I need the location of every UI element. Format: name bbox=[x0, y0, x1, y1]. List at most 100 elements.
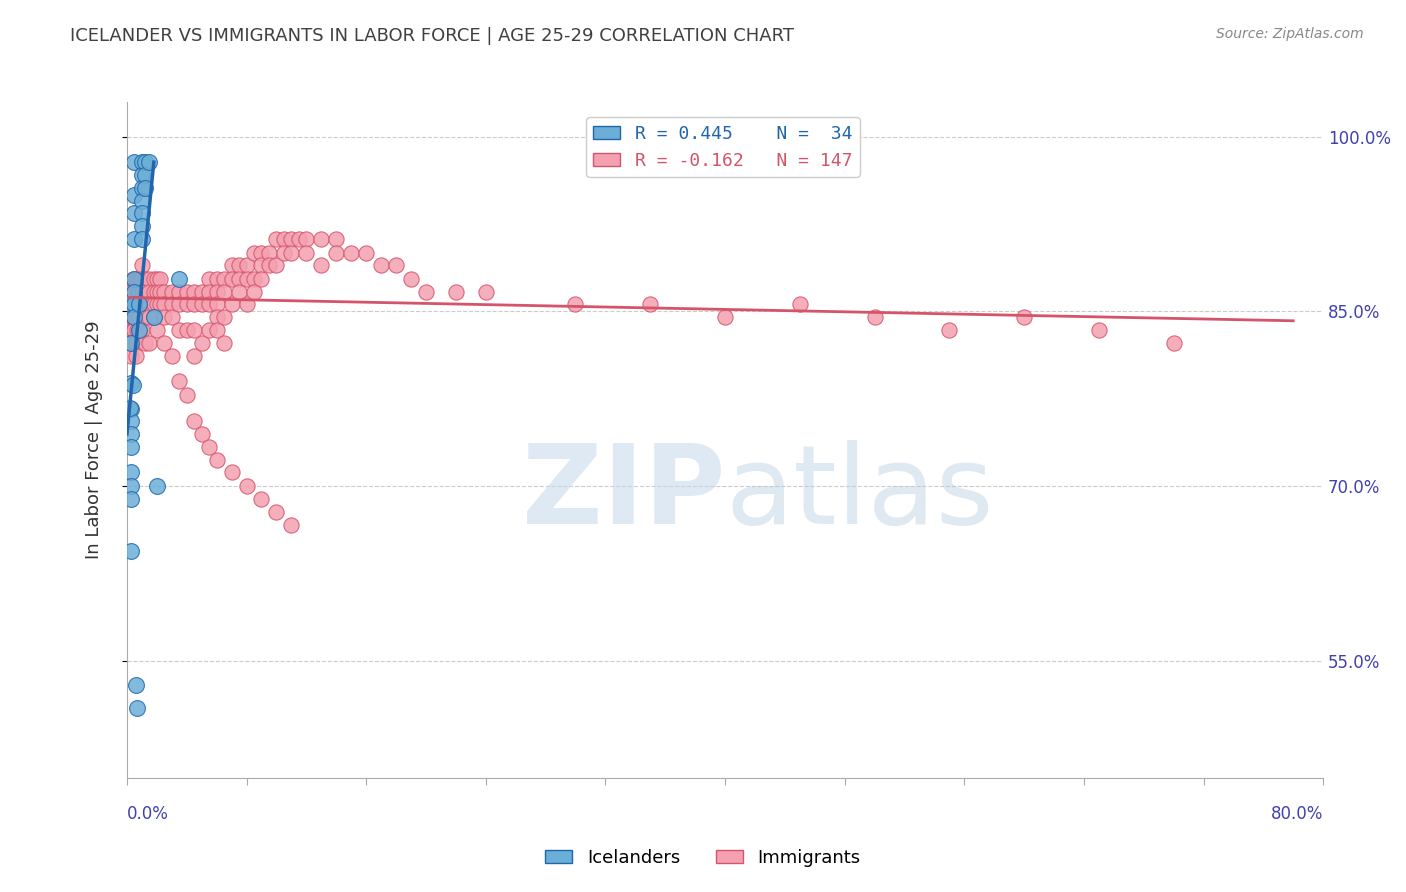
Point bbox=[127, 297, 149, 311]
Point bbox=[120, 426, 142, 441]
Point bbox=[127, 285, 149, 299]
Point bbox=[205, 272, 228, 286]
Point bbox=[167, 285, 190, 299]
Point bbox=[399, 272, 422, 286]
Point bbox=[124, 272, 146, 286]
Point bbox=[124, 297, 146, 311]
Point bbox=[385, 258, 408, 272]
Point bbox=[124, 310, 146, 325]
Point bbox=[118, 401, 141, 416]
Point bbox=[129, 323, 152, 337]
Point bbox=[863, 310, 886, 325]
Point bbox=[160, 349, 183, 363]
Point bbox=[117, 323, 139, 337]
Point bbox=[235, 297, 257, 311]
Point bbox=[149, 285, 172, 299]
Point bbox=[160, 310, 183, 325]
Point bbox=[120, 335, 142, 350]
Point bbox=[129, 272, 152, 286]
Point bbox=[475, 285, 498, 299]
Point bbox=[124, 232, 146, 246]
Point bbox=[257, 258, 280, 272]
Point bbox=[176, 285, 198, 299]
Point bbox=[124, 285, 146, 299]
Point bbox=[167, 297, 190, 311]
Point bbox=[138, 335, 160, 350]
Point bbox=[131, 297, 153, 311]
Point bbox=[183, 414, 205, 428]
Point bbox=[131, 258, 153, 272]
Point bbox=[131, 155, 153, 169]
Point bbox=[167, 375, 190, 389]
Point bbox=[212, 285, 235, 299]
Point bbox=[124, 206, 146, 220]
Point bbox=[134, 335, 156, 350]
Legend: Icelanders, Immigrants: Icelanders, Immigrants bbox=[538, 842, 868, 874]
Point bbox=[415, 285, 437, 299]
Point bbox=[183, 285, 205, 299]
Point bbox=[444, 285, 467, 299]
Point bbox=[146, 272, 169, 286]
Point bbox=[125, 297, 148, 311]
Point bbox=[124, 187, 146, 202]
Point bbox=[273, 246, 295, 260]
Point bbox=[340, 246, 363, 260]
Point bbox=[198, 323, 221, 337]
Point bbox=[183, 323, 205, 337]
Point bbox=[146, 285, 169, 299]
Point bbox=[120, 285, 142, 299]
Point bbox=[118, 297, 141, 311]
Point bbox=[128, 323, 150, 337]
Point bbox=[153, 285, 176, 299]
Point bbox=[122, 297, 145, 311]
Point bbox=[120, 402, 142, 417]
Point bbox=[167, 323, 190, 337]
Point bbox=[124, 310, 146, 325]
Point bbox=[280, 517, 302, 532]
Point bbox=[280, 232, 302, 246]
Point bbox=[212, 335, 235, 350]
Point bbox=[325, 246, 347, 260]
Point bbox=[131, 272, 153, 286]
Point bbox=[131, 181, 153, 195]
Point bbox=[122, 272, 145, 286]
Point bbox=[142, 285, 165, 299]
Point bbox=[134, 310, 156, 325]
Point bbox=[370, 258, 392, 272]
Point bbox=[228, 258, 250, 272]
Point bbox=[120, 440, 142, 454]
Point bbox=[235, 258, 257, 272]
Point bbox=[212, 272, 235, 286]
Point bbox=[146, 323, 169, 337]
Point bbox=[120, 297, 142, 311]
Point bbox=[131, 323, 153, 337]
Point bbox=[198, 440, 221, 454]
Point bbox=[198, 272, 221, 286]
Point bbox=[1163, 335, 1185, 350]
Point bbox=[128, 310, 150, 325]
Point bbox=[789, 297, 811, 311]
Point bbox=[125, 349, 148, 363]
Text: ICELANDER VS IMMIGRANTS IN LABOR FORCE | AGE 25-29 CORRELATION CHART: ICELANDER VS IMMIGRANTS IN LABOR FORCE |… bbox=[70, 27, 794, 45]
Point bbox=[228, 272, 250, 286]
Point bbox=[1012, 310, 1035, 325]
Point bbox=[354, 246, 377, 260]
Point bbox=[128, 297, 150, 311]
Point bbox=[120, 492, 142, 507]
Point bbox=[183, 297, 205, 311]
Point bbox=[295, 232, 318, 246]
Point bbox=[205, 297, 228, 311]
Point bbox=[153, 310, 176, 325]
Point bbox=[938, 323, 960, 337]
Point bbox=[160, 297, 183, 311]
Text: atlas: atlas bbox=[725, 441, 994, 548]
Point bbox=[250, 258, 273, 272]
Point bbox=[183, 349, 205, 363]
Point bbox=[228, 285, 250, 299]
Point bbox=[125, 310, 148, 325]
Point bbox=[190, 297, 212, 311]
Point bbox=[243, 246, 266, 260]
Point bbox=[205, 310, 228, 325]
Point bbox=[120, 310, 142, 325]
Point bbox=[167, 272, 190, 286]
